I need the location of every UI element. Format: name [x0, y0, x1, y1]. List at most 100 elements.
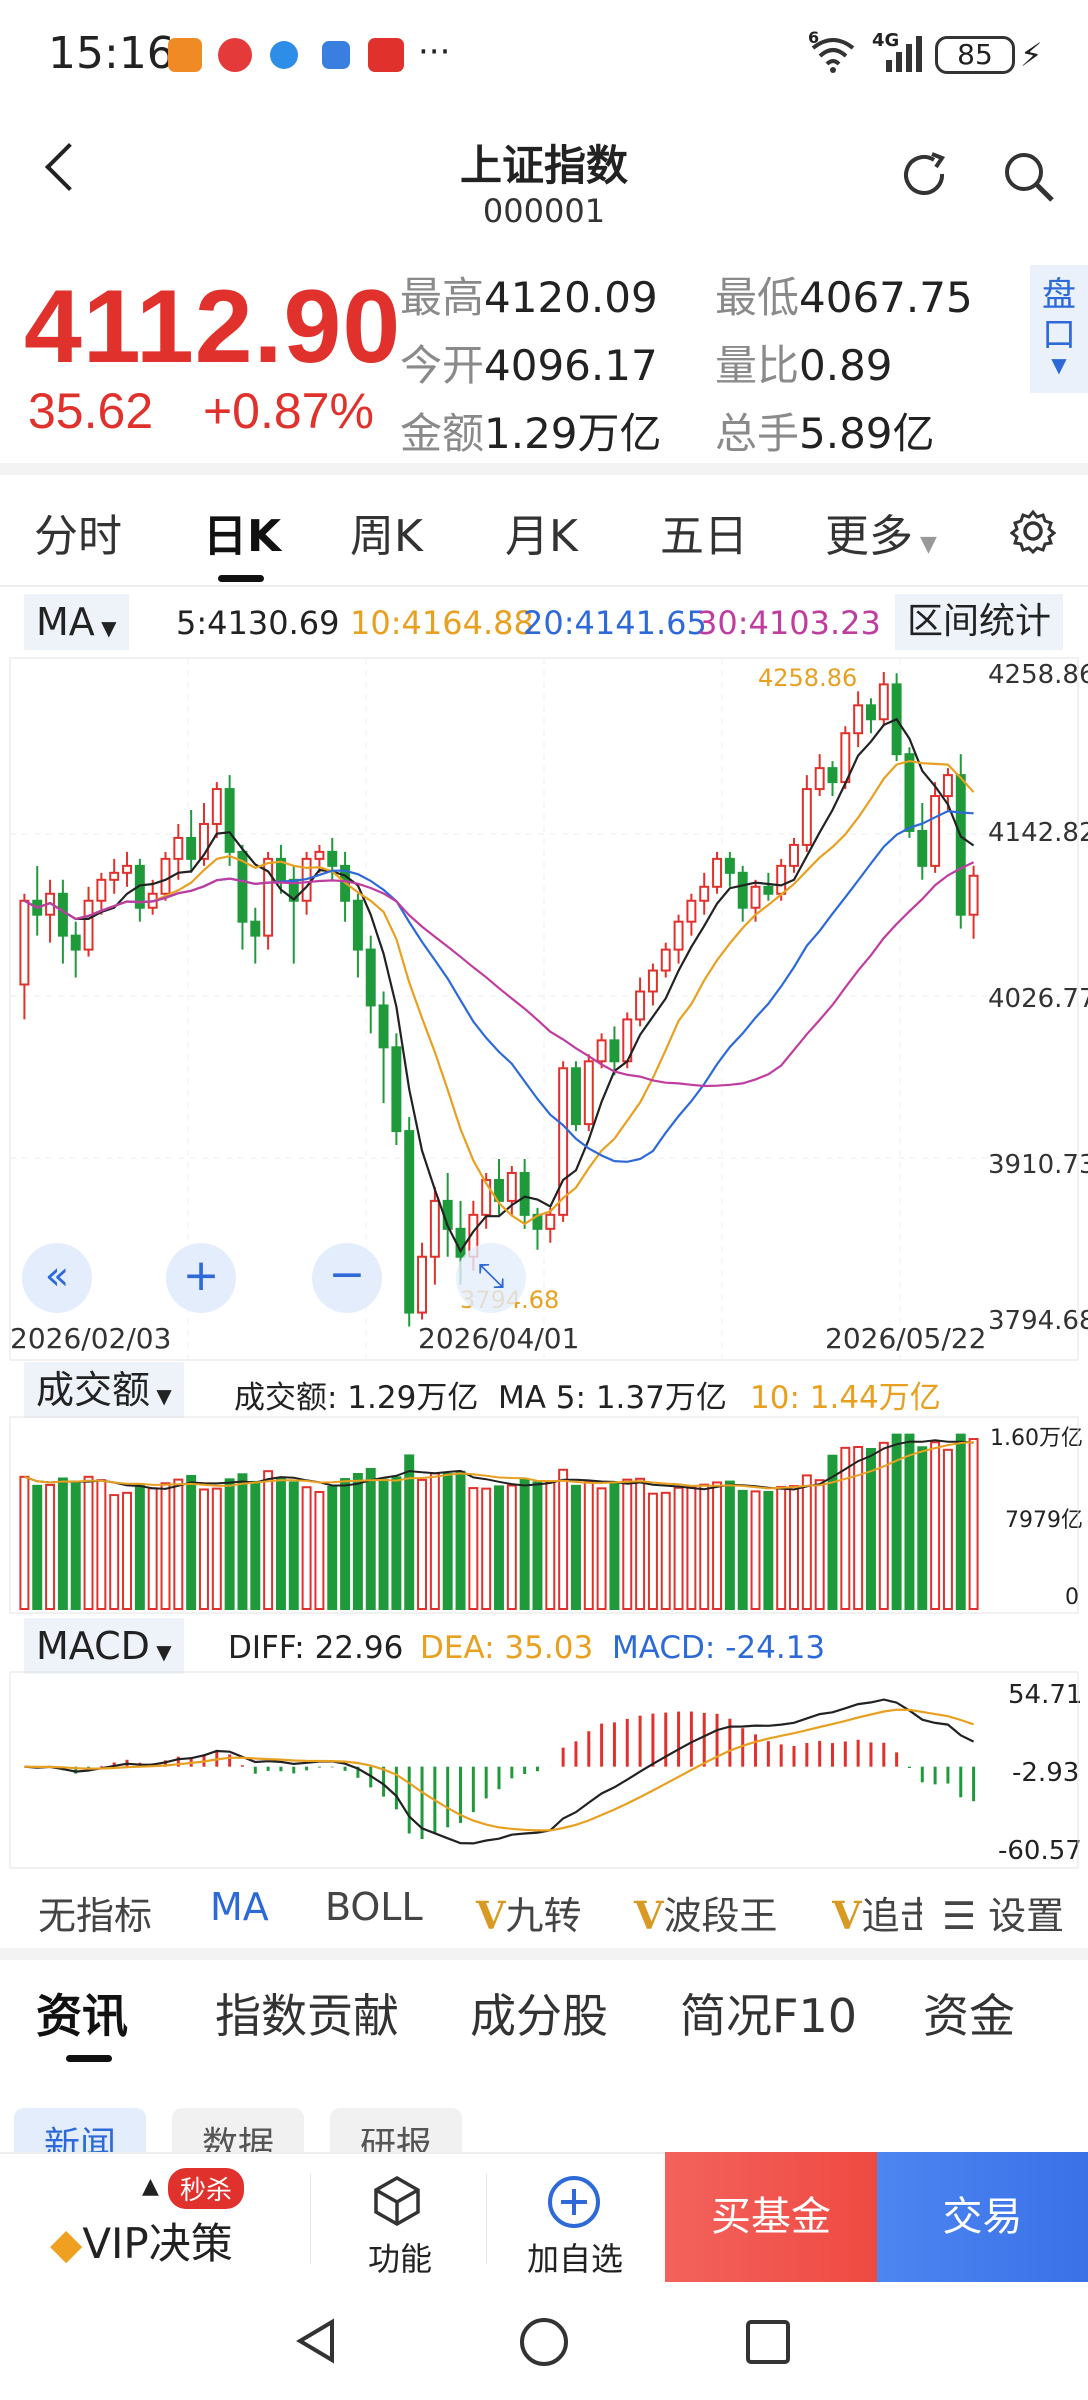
tab-constituents[interactable]: 成分股	[470, 1989, 608, 2043]
volume-bar	[314, 1491, 325, 1610]
zoom-out-button[interactable]: −	[312, 1243, 382, 1313]
volume-bar	[378, 1478, 389, 1610]
candle-up	[750, 885, 761, 909]
candle-down	[865, 704, 876, 721]
indicator-ma[interactable]: MA	[210, 1885, 269, 1929]
candlestick-chart[interactable]	[0, 650, 1088, 2010]
volume-bar	[660, 1491, 671, 1610]
nav-home-icon[interactable]	[518, 2316, 570, 2368]
news-app-icon	[368, 38, 404, 72]
candle-up	[712, 857, 723, 888]
volume-amount: 成交额: 1.29万亿	[234, 1380, 479, 1416]
ma-selector[interactable]: MA ▼	[24, 594, 129, 650]
volume-bar	[519, 1478, 530, 1610]
volume-bar	[532, 1481, 543, 1610]
indicator-boduan[interactable]: V波段王	[634, 1893, 778, 1938]
candle-down	[737, 871, 748, 909]
candle-up	[109, 871, 120, 881]
wifi-icon	[811, 38, 855, 73]
add-circle-icon	[548, 2176, 600, 2228]
blue-app-icon	[270, 41, 298, 69]
red-app-icon	[218, 38, 252, 72]
search-icon[interactable]	[1002, 150, 1056, 204]
candle-down	[70, 934, 81, 951]
candle-up	[558, 1067, 569, 1216]
tab-daily-k[interactable]: 日K	[203, 511, 282, 562]
volume-bar	[506, 1484, 517, 1610]
candle-up	[263, 857, 274, 937]
volume-bar	[70, 1480, 81, 1610]
add-watchlist-button[interactable]: 加自选	[526, 2240, 623, 2278]
volume-bar	[699, 1483, 710, 1610]
volume-bar	[878, 1441, 889, 1611]
ma30-line	[23, 861, 975, 1088]
scroll-left-button[interactable]: «	[22, 1243, 92, 1313]
high-marker: 4258.86	[758, 664, 858, 692]
volume-bar	[19, 1475, 30, 1610]
ma5-line	[23, 717, 975, 1254]
volume-bar	[340, 1478, 351, 1610]
caret-down-icon: ▼	[150, 1384, 172, 1408]
tab-timeshare[interactable]: 分时	[34, 511, 122, 562]
candle-up	[776, 864, 787, 895]
volume-bar	[750, 1490, 761, 1610]
tab-news[interactable]: 资讯	[36, 1989, 128, 2043]
chart-settings-icon[interactable]	[1010, 508, 1056, 554]
indicator-none[interactable]: 无指标	[38, 1894, 153, 1938]
tab-funds[interactable]: 资金	[923, 1989, 1015, 2043]
tab-more[interactable]: 更多 ▼	[825, 511, 937, 562]
volume-bar	[147, 1487, 158, 1610]
x-tick-end: 2026/05/22	[825, 1322, 987, 1355]
candle-down	[955, 774, 966, 916]
volume-bar	[737, 1489, 748, 1610]
candle-up	[930, 795, 941, 867]
tab-five-day[interactable]: 五日	[660, 511, 748, 562]
fullscreen-button[interactable]: ⤡	[456, 1243, 526, 1313]
candle-up	[686, 899, 697, 923]
volume-bar	[570, 1484, 581, 1610]
volume-bar	[429, 1472, 440, 1610]
nav-recents-icon[interactable]	[744, 2318, 792, 2366]
volume-bar	[622, 1478, 633, 1610]
v-badge-icon: V	[832, 1893, 862, 1938]
pankou-button[interactable]: 盘口 ▼	[1030, 265, 1088, 393]
volume-bar	[583, 1481, 594, 1610]
trade-button[interactable]: 交易	[877, 2152, 1088, 2282]
volume-bar	[840, 1446, 851, 1610]
volume-bar	[481, 1487, 492, 1610]
candles	[19, 672, 979, 1327]
tab-weekly-k[interactable]: 周K	[350, 511, 423, 562]
tab-overview-f10[interactable]: 简况F10	[680, 1989, 857, 2043]
diff-line	[24, 1698, 975, 1845]
volume-bar	[134, 1483, 145, 1610]
candle-up	[83, 899, 94, 951]
ma-lines	[23, 717, 975, 1254]
nav-back-icon[interactable]	[292, 2316, 342, 2366]
range-stats-button[interactable]: 区间统计	[895, 594, 1064, 650]
candle-down	[404, 1130, 415, 1314]
indicator-boll[interactable]: BOLL	[325, 1885, 423, 1929]
refresh-icon[interactable]	[898, 148, 954, 204]
tab-monthly-k[interactable]: 月K	[505, 511, 578, 562]
candle-up	[596, 1039, 607, 1063]
volume-bar	[352, 1473, 363, 1610]
settings-sliders-icon: ☰	[942, 1894, 977, 1938]
features-button[interactable]: 功能	[367, 2240, 432, 2278]
indicator-settings[interactable]: ☰ 设置	[936, 1885, 1065, 1940]
zoom-in-button[interactable]: +	[166, 1243, 236, 1313]
volume-bar	[776, 1485, 787, 1610]
volume-bar	[32, 1484, 43, 1610]
tab-index-contribution[interactable]: 指数贡献	[215, 1989, 399, 2043]
volume-bar	[789, 1485, 799, 1610]
macd-selector[interactable]: MACD ▼	[24, 1618, 184, 1674]
indicator-jiuzhuan[interactable]: V九转	[476, 1893, 582, 1938]
volume-selector[interactable]: 成交额 ▼	[24, 1362, 184, 1418]
buy-fund-button[interactable]: 买基金	[665, 2152, 877, 2282]
volume-bar	[391, 1476, 402, 1610]
volume-bar	[545, 1480, 556, 1610]
volume-bar	[917, 1446, 928, 1610]
candle-down	[904, 753, 915, 832]
change-percent: +0.87%	[202, 383, 374, 439]
vip-decision-button[interactable]: ◆VIP决策	[50, 2219, 233, 2268]
indicator-zhui[interactable]: V追击	[832, 1893, 922, 1938]
